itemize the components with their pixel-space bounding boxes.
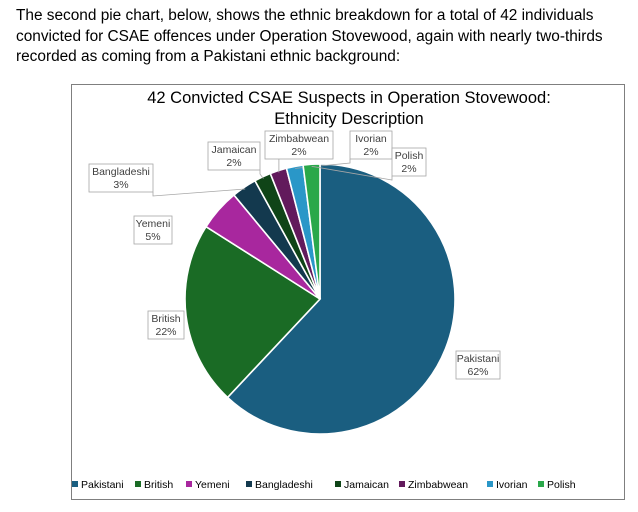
legend-item-bangladeshi: Bangladeshi bbox=[246, 479, 313, 491]
data-label-category: Polish bbox=[395, 150, 424, 162]
data-label-category: Zimbabwean bbox=[269, 133, 329, 145]
data-label-box-yemeni bbox=[133, 215, 173, 245]
legend-label: Yemeni bbox=[195, 479, 230, 491]
legend-label: Jamaican bbox=[344, 479, 389, 491]
data-label-value: 5% bbox=[145, 231, 160, 243]
legend-label: Pakistani bbox=[81, 479, 124, 491]
legend-label: Bangladeshi bbox=[255, 479, 313, 491]
data-label-box-pakistani bbox=[455, 350, 501, 380]
legend-label: Polish bbox=[547, 479, 576, 491]
data-label-box-bangladeshi bbox=[88, 163, 154, 193]
data-label-value: 62% bbox=[467, 366, 488, 378]
data-label-category: Pakistani bbox=[457, 353, 500, 365]
legend-item-ivorian: Ivorian bbox=[487, 479, 528, 491]
leader-line-jamaican bbox=[259, 170, 264, 179]
pie-slice-british bbox=[184, 225, 322, 399]
intro-paragraph: The second pie chart, below, shows the e… bbox=[16, 7, 603, 65]
pie-chart: 42 Convicted CSAE Suspects in Operation … bbox=[71, 84, 625, 500]
legend-label: Zimbabwean bbox=[408, 479, 469, 491]
legend-swatch bbox=[399, 481, 405, 487]
data-label-box-jamaican bbox=[207, 141, 261, 171]
legend-swatch bbox=[186, 481, 192, 487]
legend-item-zimbabwean: Zimbabwean bbox=[399, 479, 468, 491]
legend-item-british: British bbox=[135, 479, 173, 491]
data-label-box-zimbabwean bbox=[264, 130, 334, 160]
data-label-value: 3% bbox=[113, 179, 128, 191]
legend-swatch bbox=[335, 481, 341, 487]
data-label-value: 2% bbox=[401, 163, 416, 175]
data-label-box-polish bbox=[391, 147, 427, 177]
pie-slice-pakistani bbox=[226, 163, 456, 435]
data-label-category: Bangladeshi bbox=[92, 166, 150, 178]
data-label-category: British bbox=[151, 313, 180, 325]
data-label-category: Ivorian bbox=[355, 133, 387, 145]
legend-swatch bbox=[487, 481, 493, 487]
legend-swatch bbox=[135, 481, 141, 487]
chart-legend: Pakistani British Yemeni Bangladeshi Jamaica… bbox=[72, 479, 626, 495]
data-label-value: 2% bbox=[291, 146, 306, 158]
data-label-box-british bbox=[147, 310, 185, 340]
legend-swatch bbox=[538, 481, 544, 487]
leader-line-bangladeshi bbox=[152, 188, 246, 197]
chart-title-line1: 42 Convicted CSAE Suspects in Operation … bbox=[147, 89, 551, 107]
legend-swatch bbox=[72, 481, 78, 487]
data-label-value: 22% bbox=[155, 326, 176, 338]
data-label-value: 2% bbox=[363, 146, 378, 158]
legend-item-jamaican: Jamaican bbox=[335, 479, 389, 491]
legend-label: British bbox=[144, 479, 174, 491]
pie-slice-polish bbox=[302, 163, 321, 300]
leader-line-polish bbox=[311, 165, 393, 181]
legend-item-polish: Polish bbox=[538, 479, 576, 491]
legend-label: Ivorian bbox=[496, 479, 528, 491]
chart-title-line2: Ethnicity Description bbox=[274, 110, 424, 128]
data-label-value: 2% bbox=[226, 157, 241, 169]
legend-swatch bbox=[246, 481, 252, 487]
data-label-category: Yemeni bbox=[136, 218, 171, 230]
data-label-category: Jamaican bbox=[212, 144, 257, 156]
legend-item-yemeni: Yemeni bbox=[186, 479, 230, 491]
data-label-box-ivorian bbox=[349, 130, 393, 160]
legend-item-pakistani: Pakistani bbox=[72, 479, 124, 491]
